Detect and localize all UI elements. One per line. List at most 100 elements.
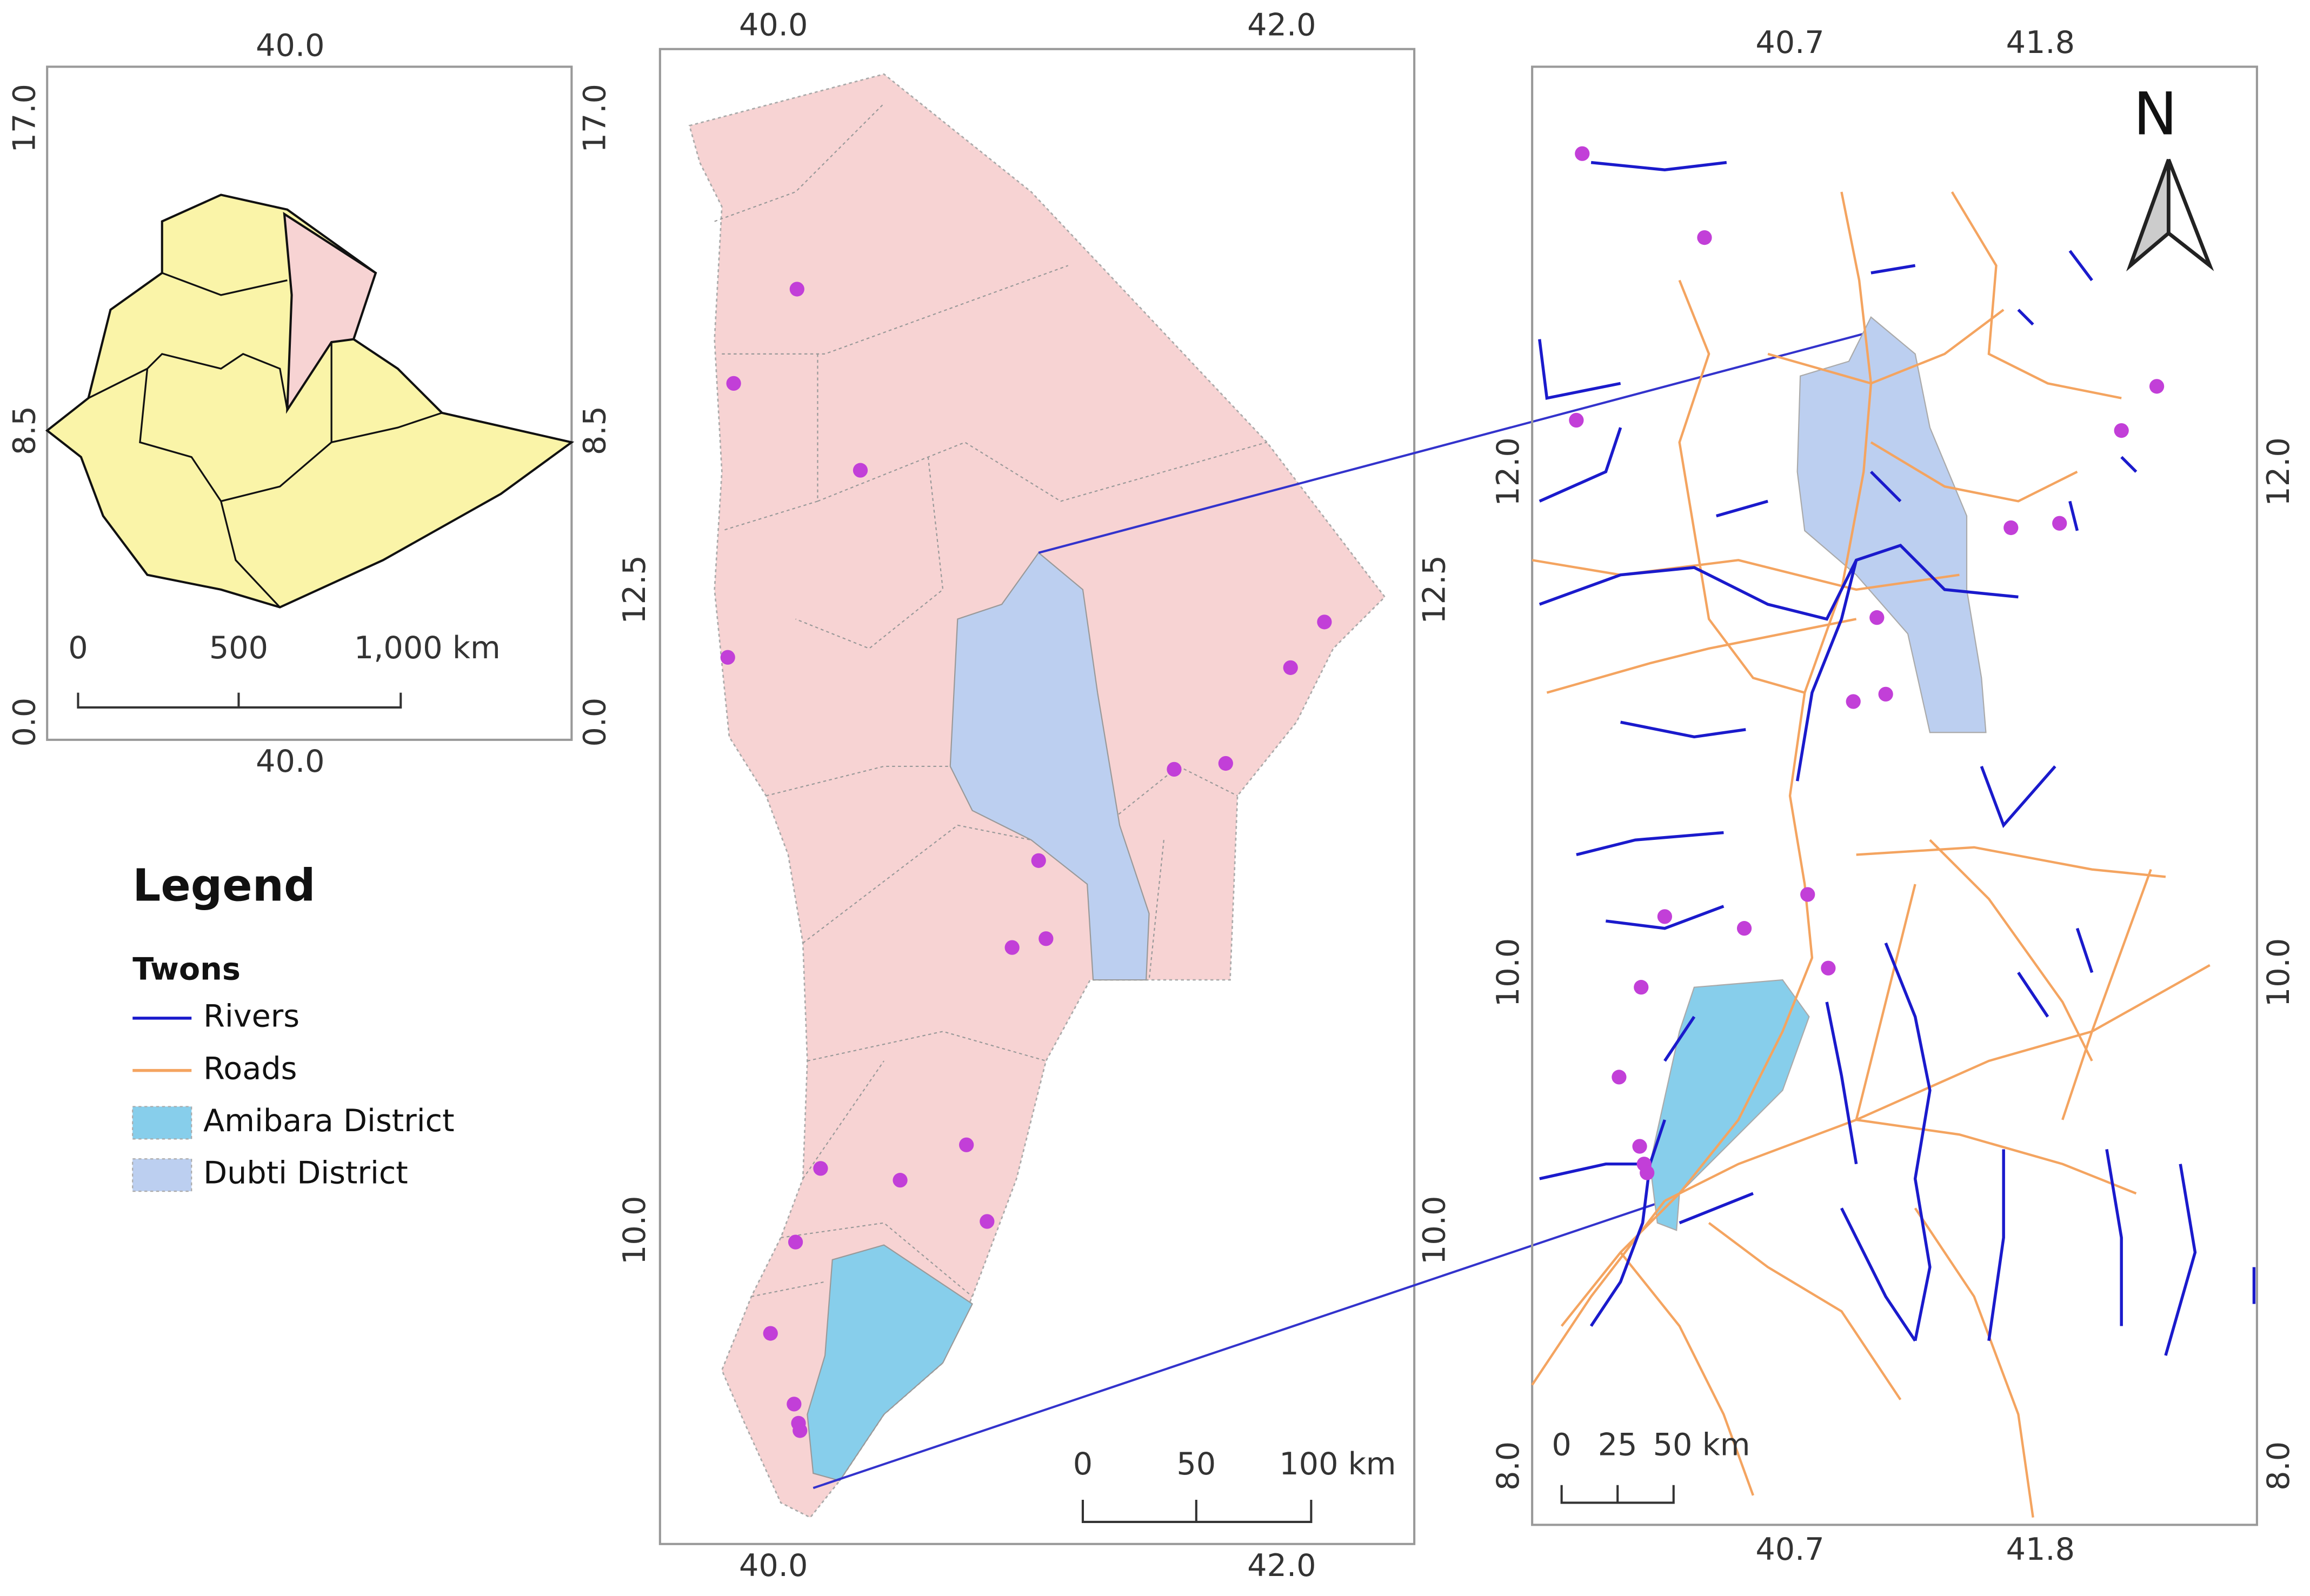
town	[1657, 909, 1673, 924]
dubti-district	[949, 552, 1150, 981]
tick-label: 42.0	[1247, 1548, 1316, 1584]
roads	[1531, 191, 2211, 1518]
town	[1846, 694, 1861, 709]
frame	[46, 65, 573, 741]
tick-label: 8.0	[1490, 1441, 1526, 1491]
tick-label: 41.8	[2006, 25, 2075, 61]
town	[1821, 960, 1836, 976]
tick-label: 8.0	[2261, 1441, 2296, 1491]
tick-label: 0.0	[7, 698, 43, 747]
tick-label: 40.0	[256, 744, 324, 779]
town	[726, 376, 741, 391]
town	[1167, 762, 1182, 777]
town	[980, 1214, 995, 1229]
tick-label: 40.7	[1755, 25, 1824, 61]
scale-bar	[1560, 1485, 1675, 1504]
town	[1031, 853, 1046, 868]
town	[1878, 686, 1893, 702]
tick-label: 12.5	[1417, 555, 1453, 624]
afar-region	[283, 211, 377, 414]
tick-label: 12.0	[2261, 437, 2296, 506]
scale-label: 500	[209, 630, 268, 666]
tick-label: 42.0	[1247, 8, 1316, 43]
town	[1218, 756, 1233, 771]
town	[720, 650, 735, 665]
town	[1317, 615, 1332, 630]
legend-label: Roads	[203, 1051, 297, 1086]
town	[2052, 516, 2067, 531]
tick-label: 10.0	[617, 1196, 653, 1265]
north-label: N	[2133, 80, 2178, 149]
legend-swatch	[132, 1106, 192, 1140]
legend-label: Amibara District	[203, 1103, 454, 1139]
town	[793, 1423, 808, 1438]
towns	[720, 282, 1332, 1438]
town	[789, 282, 804, 297]
town	[959, 1137, 974, 1152]
tick-label: 17.0	[577, 84, 613, 152]
zoom-connector	[813, 331, 1872, 1490]
town	[788, 1234, 803, 1250]
town	[2149, 379, 2165, 394]
town	[1869, 610, 1885, 625]
inset-map: 40.0 40.0 17.0 8.5 0.0 17.0 8.5 0.0 0 50…	[7, 28, 613, 779]
legend-swatch	[132, 1158, 192, 1192]
town	[1736, 921, 1752, 936]
scale-label: 100 km	[1279, 1446, 1396, 1482]
tick-label: 10.0	[1490, 938, 1526, 1007]
frame	[658, 48, 1416, 1545]
town	[853, 463, 868, 478]
scale-label: 50 km	[1653, 1427, 1750, 1463]
tick-label: 40.7	[1755, 1532, 1824, 1567]
detail-map: N 40.7 41.8 40.7 41.8 12.0 10.0 8.0 12.0…	[1490, 25, 2296, 1567]
tick-label: 41.8	[2006, 1532, 2075, 1567]
town	[1004, 940, 1020, 955]
scale-label: 0	[1552, 1427, 1571, 1463]
tick-label: 0.0	[577, 698, 613, 747]
scale-bar	[77, 692, 402, 709]
scale-label: 25	[1598, 1427, 1637, 1463]
tick-label: 10.0	[1417, 1196, 1453, 1265]
tick-label: 40.0	[256, 28, 324, 64]
scale-label: 0	[1073, 1446, 1093, 1482]
town	[1697, 230, 1712, 245]
tick-label: 12.5	[617, 555, 653, 624]
town	[1569, 412, 1584, 428]
town	[787, 1397, 802, 1412]
legend: Legend Twons Rivers Roads Amibara District…	[132, 860, 455, 1192]
town	[1575, 146, 1590, 161]
north-arrow	[2126, 159, 2171, 272]
rivers	[1538, 161, 2256, 1356]
tick-label: 8.5	[577, 406, 613, 455]
town	[1634, 980, 1649, 995]
town	[1612, 1070, 1627, 1085]
amibara-district	[807, 1244, 973, 1481]
legend-label: Rivers	[203, 999, 299, 1034]
scale-bar	[1081, 1500, 1313, 1523]
scale-label: 50	[1176, 1446, 1216, 1482]
amibara-district	[1649, 979, 1810, 1231]
frame	[1531, 65, 2258, 1526]
tick-label: 40.0	[739, 1548, 808, 1584]
scale-label: 0	[68, 630, 88, 666]
north-arrow	[2166, 158, 2214, 271]
tick-label: 10.0	[2261, 938, 2296, 1007]
tick-label: 17.0	[7, 84, 43, 152]
tick-label: 40.0	[739, 8, 808, 43]
town	[1038, 931, 1054, 946]
tick-label: 8.5	[7, 406, 43, 455]
town	[1640, 1165, 1655, 1180]
scale-label: 1,000 km	[354, 630, 501, 666]
main-map: 40.0 42.0 40.0 42.0 12.5 10.0 12.5 10.0 …	[617, 8, 1453, 1584]
tick-label: 12.0	[1490, 437, 1526, 506]
town	[1283, 660, 1298, 675]
town	[1632, 1139, 1647, 1154]
region-borders	[88, 272, 443, 608]
towns	[1569, 146, 2165, 1180]
town	[893, 1173, 908, 1188]
town	[2003, 520, 2019, 536]
legend-title: Legend	[132, 860, 315, 912]
legend-label: Dubti District	[203, 1156, 408, 1191]
legend-subtitle: Twons	[132, 951, 241, 987]
